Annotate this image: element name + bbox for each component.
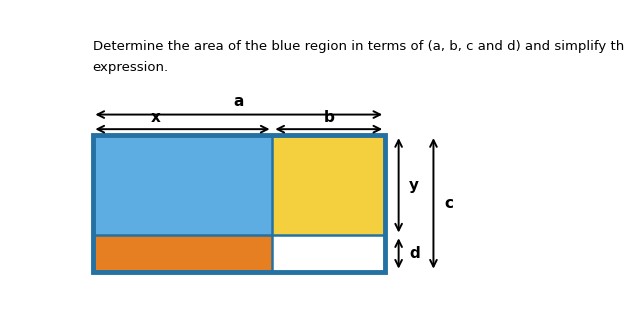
Bar <box>273 135 385 235</box>
Text: y: y <box>409 178 419 193</box>
Bar <box>92 135 273 235</box>
Text: d: d <box>409 246 420 261</box>
Text: x: x <box>150 110 160 125</box>
Bar <box>92 135 385 271</box>
Text: a: a <box>233 94 244 109</box>
Text: expression.: expression. <box>92 61 168 74</box>
Text: c: c <box>444 196 453 211</box>
Bar <box>273 235 385 271</box>
Text: b: b <box>323 110 334 125</box>
Bar <box>92 235 273 271</box>
Text: Determine the area of the blue region in terms of (a, b, c and d) and simplify t: Determine the area of the blue region in… <box>92 40 624 53</box>
